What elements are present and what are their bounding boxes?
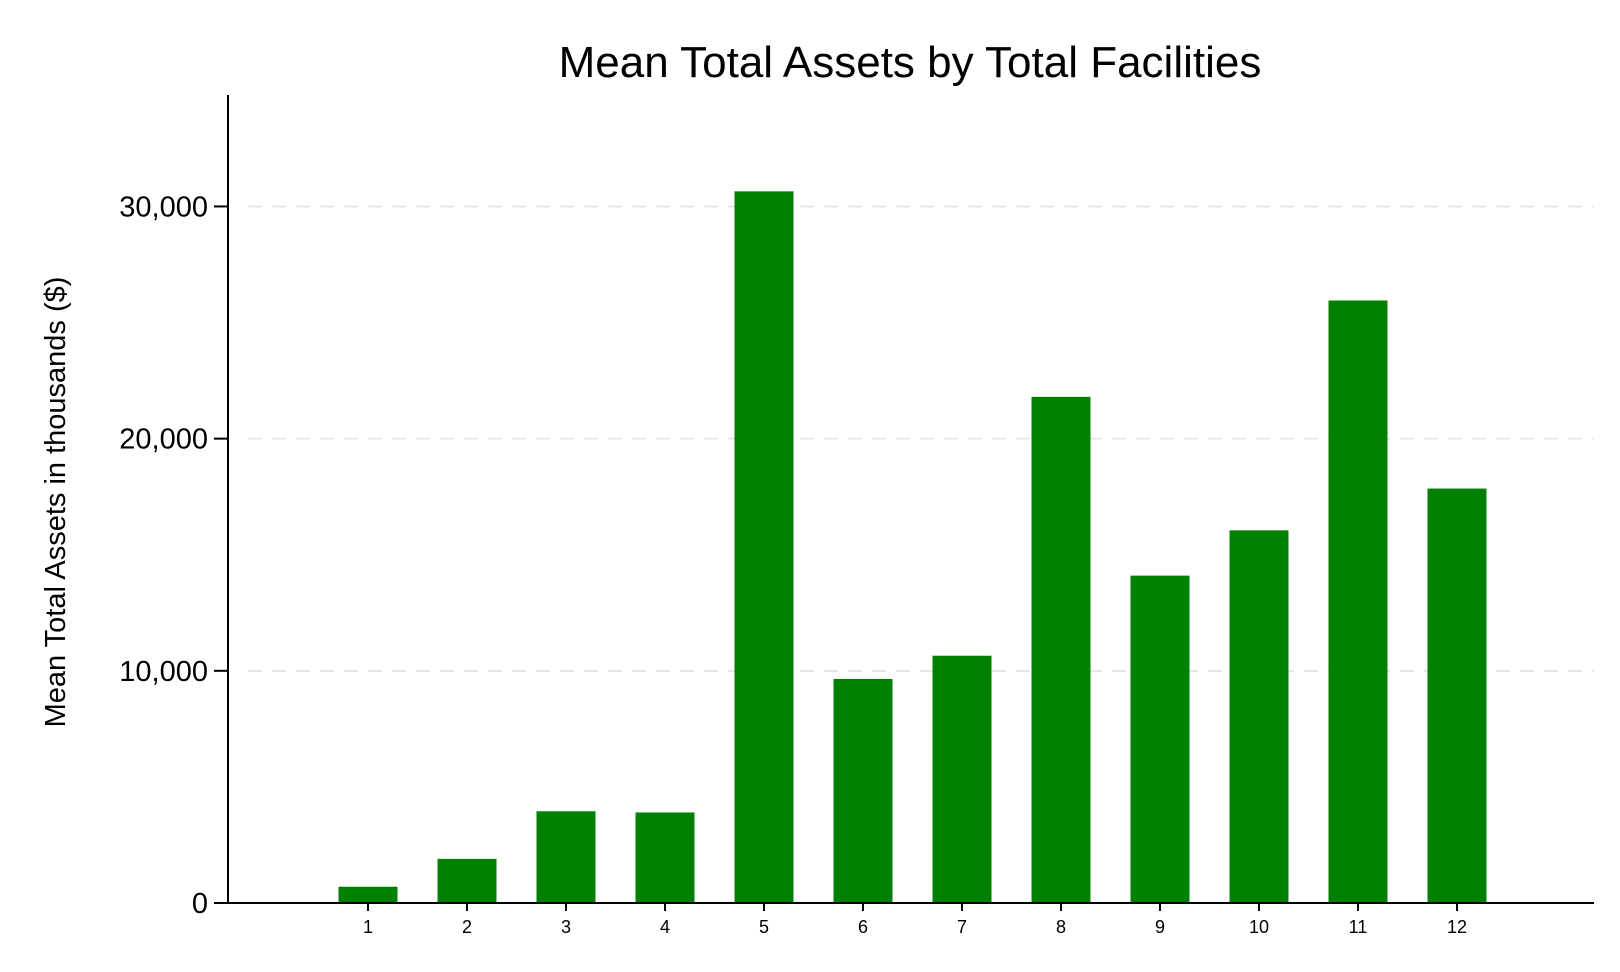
- bar: [1031, 396, 1091, 903]
- bar: [1427, 488, 1487, 903]
- x-tick-label: 6: [858, 917, 868, 937]
- bar: [635, 812, 695, 903]
- bar: [338, 886, 398, 903]
- y-tick-label: 20,000: [119, 424, 208, 456]
- bar: [833, 678, 893, 903]
- x-tick-label: 7: [957, 917, 967, 937]
- x-tick-label: 11: [1349, 917, 1368, 937]
- y-tick-label: 10,000: [119, 656, 208, 688]
- bar: [437, 858, 497, 903]
- axes: [214, 95, 1594, 904]
- bar: [932, 655, 992, 903]
- y-tick-label: 0: [192, 888, 208, 920]
- x-tick-label: 5: [759, 917, 769, 937]
- x-tick-label: 8: [1056, 917, 1066, 937]
- x-tick-label: 3: [561, 917, 571, 937]
- y-axis-label: Mean Total Assets in thousands ($): [40, 277, 72, 728]
- bars: [338, 191, 1487, 903]
- bar: [1328, 300, 1388, 903]
- gridlines: [248, 205, 1594, 672]
- y-tick-label: 30,000: [119, 191, 208, 223]
- x-tick-label: 9: [1155, 917, 1165, 937]
- x-tick-label: 1: [363, 917, 373, 937]
- x-ticks: 1 2 3 4 5 6 7 8 9 10 11 12: [363, 903, 1467, 937]
- chart-title: Mean Total Assets by Total Facilities: [559, 38, 1262, 87]
- x-tick-label: 2: [462, 917, 472, 937]
- x-tick-label: 4: [660, 917, 670, 937]
- y-ticks: 0 10,000 20,000 30,000: [119, 191, 228, 920]
- bar: [1130, 575, 1190, 903]
- x-tick-label: 10: [1249, 917, 1269, 937]
- x-tick-label: 12: [1447, 917, 1467, 937]
- bar: [1229, 530, 1289, 903]
- bar: [536, 811, 596, 903]
- bar: [734, 191, 794, 903]
